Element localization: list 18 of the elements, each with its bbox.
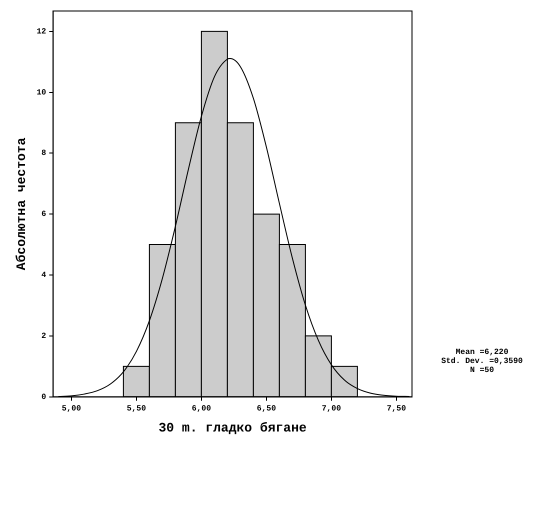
y-tick-label: 4: [41, 271, 46, 280]
y-tick-label: 10: [36, 88, 46, 98]
x-tick-label: 6,00: [192, 404, 212, 414]
y-tick-label: 0: [41, 392, 46, 402]
text: N =50: [470, 366, 494, 375]
text: Mean =6,220: [456, 348, 509, 357]
y-tick-label: 2: [41, 332, 46, 341]
y-tick-label: 8: [41, 149, 46, 158]
y-tick-label: 12: [36, 27, 46, 36]
x-tick-label: 7,00: [322, 404, 342, 414]
x-tick-label: 5,50: [126, 404, 146, 414]
x-tick-label: 7,50: [386, 404, 406, 414]
x-tick-label: 5,00: [62, 404, 82, 414]
y-axis-title: Абсолютна честота: [14, 137, 30, 270]
y-tick-label: 6: [41, 210, 46, 220]
text: Std. Dev. =0,3590: [441, 356, 523, 366]
x-axis-title: 30 m. гладко бягане: [158, 420, 307, 436]
x-tick-label: 6,50: [256, 404, 276, 414]
